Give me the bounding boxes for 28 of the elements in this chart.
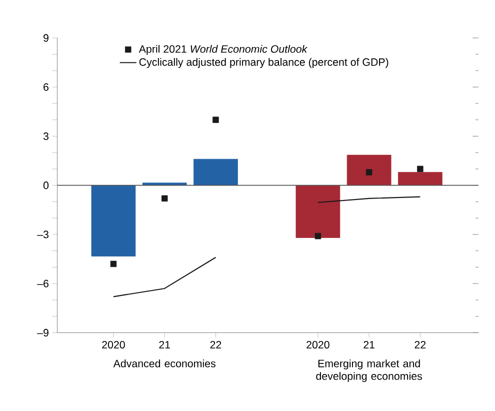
y-tick-label: –3 (37, 230, 48, 238)
point (161, 196, 168, 202)
y-tick-label: 6 (44, 84, 48, 92)
x-tick-label: 22 (414, 341, 426, 349)
text: Advanced economies (113, 360, 216, 368)
point (110, 261, 117, 268)
x-tick-label: 2020 (102, 341, 125, 349)
bar (398, 172, 442, 186)
y-tick-label: –9 (37, 329, 48, 337)
bar (346, 155, 392, 186)
x-tick-label: 21 (159, 341, 170, 349)
legend-label: April 2021 World Economic Outlook (138, 45, 308, 56)
bar (91, 185, 136, 257)
point (212, 116, 219, 124)
x-tick-label: 2020 (306, 341, 330, 349)
y-tick-label: 0 (43, 182, 49, 190)
point (417, 166, 424, 172)
legend-label: Cyclically adjusted primary balance (percent of GDP) (139, 58, 388, 68)
y-tick-label: 9 (44, 34, 48, 42)
bar (194, 159, 238, 186)
y-tick-label: 3 (43, 132, 48, 140)
point (366, 169, 372, 176)
text: Emerging market and developing economies (316, 360, 422, 382)
bar (296, 185, 340, 238)
x-tick-label: 21 (364, 341, 374, 349)
x-tick-label: 22 (210, 341, 222, 349)
point (314, 233, 322, 240)
y-tick-label: –6 (37, 280, 48, 288)
